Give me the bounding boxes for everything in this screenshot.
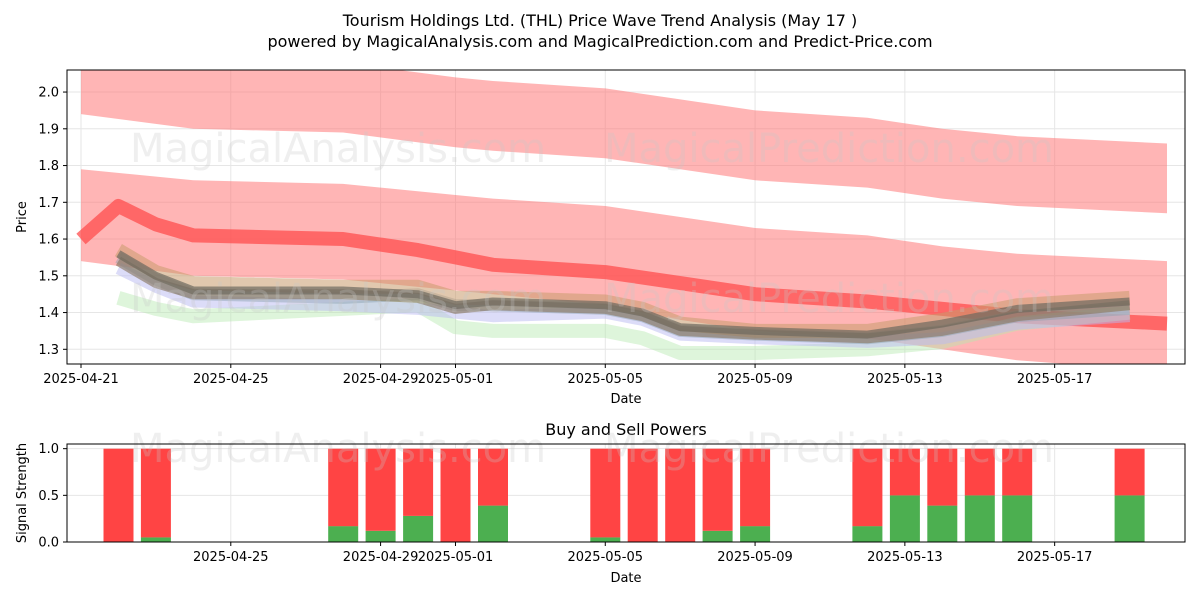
watermark-right-top: MagicalPrediction.com bbox=[604, 126, 1054, 172]
watermark-right-bottom: MagicalPrediction.com bbox=[604, 426, 1054, 472]
signal-chart-y-ticks: 0.0 0.5 1.0 bbox=[38, 442, 67, 551]
signal-x-tick-label: 2025-04-29 bbox=[343, 550, 419, 565]
price-chart-x-ticks: 2025-04-21 2025-04-25 2025-04-29 2025-05-01… bbox=[43, 364, 1092, 387]
signal-chart: Buy and Sell Powers MagicalAnalysis.com … bbox=[15, 420, 1186, 586]
signal-x-tick-label: 2025-04-25 bbox=[193, 550, 269, 565]
buy-power-bar bbox=[889, 495, 920, 542]
price-y-tick-label: 1.4 bbox=[38, 306, 59, 321]
watermark-left-mid: MagicalAnalysis.com bbox=[130, 276, 546, 322]
price-y-tick-label: 1.9 bbox=[38, 122, 59, 137]
signal-chart-title: Buy and Sell Powers bbox=[545, 420, 707, 439]
price-y-tick-label: 1.8 bbox=[38, 159, 59, 174]
sell-power-bar bbox=[328, 448, 359, 527]
signal-x-tick-label: 2025-05-05 bbox=[567, 550, 643, 565]
sell-power-bar bbox=[590, 448, 621, 538]
price-chart-ylabel: Price bbox=[15, 201, 30, 233]
buy-power-bar bbox=[403, 515, 434, 542]
price-y-tick-label: 1.3 bbox=[38, 343, 59, 358]
price-y-tick-label: 1.5 bbox=[38, 269, 59, 284]
price-x-tick-label: 2025-04-25 bbox=[193, 372, 269, 387]
figure-title-line2: powered by MagicalAnalysis.com and Magic… bbox=[267, 32, 932, 51]
signal-chart-ylabel: Signal Strength bbox=[15, 443, 30, 543]
buy-power-bar bbox=[702, 530, 733, 542]
figure-title-line1: Tourism Holdings Ltd. (THL) Price Wave T… bbox=[342, 11, 858, 30]
buy-power-bar bbox=[590, 537, 621, 542]
sell-power-bar bbox=[103, 448, 134, 542]
price-y-tick-label: 1.7 bbox=[38, 196, 59, 211]
price-x-tick-label: 2025-04-21 bbox=[43, 372, 119, 387]
signal-chart-xlabel: Date bbox=[610, 571, 641, 586]
price-x-tick-label: 2025-05-13 bbox=[867, 372, 943, 387]
signal-chart-frame bbox=[66, 443, 1186, 543]
signal-chart-x-ticks: 2025-04-25 2025-04-29 2025-05-01 2025-05-05… bbox=[193, 542, 1092, 565]
sell-power-bar bbox=[403, 448, 434, 516]
sell-power-bar bbox=[927, 448, 958, 506]
sell-power-bar bbox=[889, 448, 920, 496]
price-bands bbox=[81, 70, 1167, 364]
price-y-tick-label: 1.6 bbox=[38, 233, 59, 248]
buy-power-bar bbox=[1114, 495, 1145, 542]
sell-power-bar bbox=[478, 448, 508, 506]
price-wave-line-7 bbox=[116, 250, 1130, 339]
sell-power-bar bbox=[740, 448, 771, 527]
signal-x-tick-label: 2025-05-01 bbox=[418, 550, 494, 565]
price-chart-xlabel: Date bbox=[610, 392, 641, 407]
sell-power-bar bbox=[1002, 448, 1033, 496]
sell-power-bar bbox=[964, 448, 995, 496]
price-wave-lines bbox=[76, 199, 1168, 360]
price-wave-line-1 bbox=[76, 199, 1168, 331]
sell-power-bar bbox=[852, 448, 883, 527]
sell-power-bar bbox=[140, 448, 171, 538]
buy-power-bar bbox=[478, 505, 508, 542]
buy-power-bar bbox=[365, 530, 396, 542]
price-chart-frame bbox=[66, 69, 1186, 365]
price-x-tick-label: 2025-05-09 bbox=[717, 372, 793, 387]
signal-y-tick-label: 1.0 bbox=[38, 442, 59, 457]
price-band-1 bbox=[81, 70, 1167, 214]
buy-power-bar bbox=[140, 537, 171, 542]
signal-y-tick-label: 0.5 bbox=[38, 489, 59, 504]
sell-power-bar bbox=[1114, 448, 1145, 496]
signal-x-tick-label: 2025-05-09 bbox=[717, 550, 793, 565]
price-x-tick-label: 2025-05-05 bbox=[567, 372, 643, 387]
signal-y-tick-label: 0.0 bbox=[38, 536, 59, 551]
signal-bars bbox=[103, 448, 1145, 542]
sell-power-bar bbox=[365, 448, 396, 531]
price-chart: MagicalAnalysis.com MagicalPrediction.co… bbox=[15, 69, 1186, 407]
signal-x-tick-label: 2025-05-17 bbox=[1017, 550, 1093, 565]
price-x-tick-label: 2025-05-17 bbox=[1017, 372, 1093, 387]
buy-power-bar bbox=[927, 505, 958, 542]
sell-power-bar bbox=[627, 448, 658, 542]
buy-power-bar bbox=[328, 526, 359, 542]
price-x-tick-label: 2025-05-01 bbox=[418, 372, 494, 387]
buy-power-bar bbox=[852, 526, 883, 542]
price-y-tick-label: 2.0 bbox=[38, 86, 59, 101]
watermark-right-mid: MagicalPrediction.com bbox=[604, 276, 1054, 322]
signal-x-tick-label: 2025-05-13 bbox=[867, 550, 943, 565]
buy-power-bar bbox=[740, 526, 771, 542]
buy-power-bar bbox=[1002, 495, 1033, 542]
sell-power-bar bbox=[440, 448, 471, 542]
price-x-tick-label: 2025-04-29 bbox=[343, 372, 419, 387]
sell-power-bar bbox=[702, 448, 733, 531]
watermark-left-bottom: MagicalAnalysis.com bbox=[130, 426, 546, 472]
watermark-left-top: MagicalAnalysis.com bbox=[130, 126, 546, 172]
price-band-2 bbox=[81, 169, 1167, 364]
buy-power-bar bbox=[964, 495, 995, 542]
sell-power-bar bbox=[665, 448, 696, 542]
price-chart-y-ticks: 1.3 1.4 1.5 1.6 1.7 1.8 1.9 2.0 bbox=[38, 86, 67, 358]
